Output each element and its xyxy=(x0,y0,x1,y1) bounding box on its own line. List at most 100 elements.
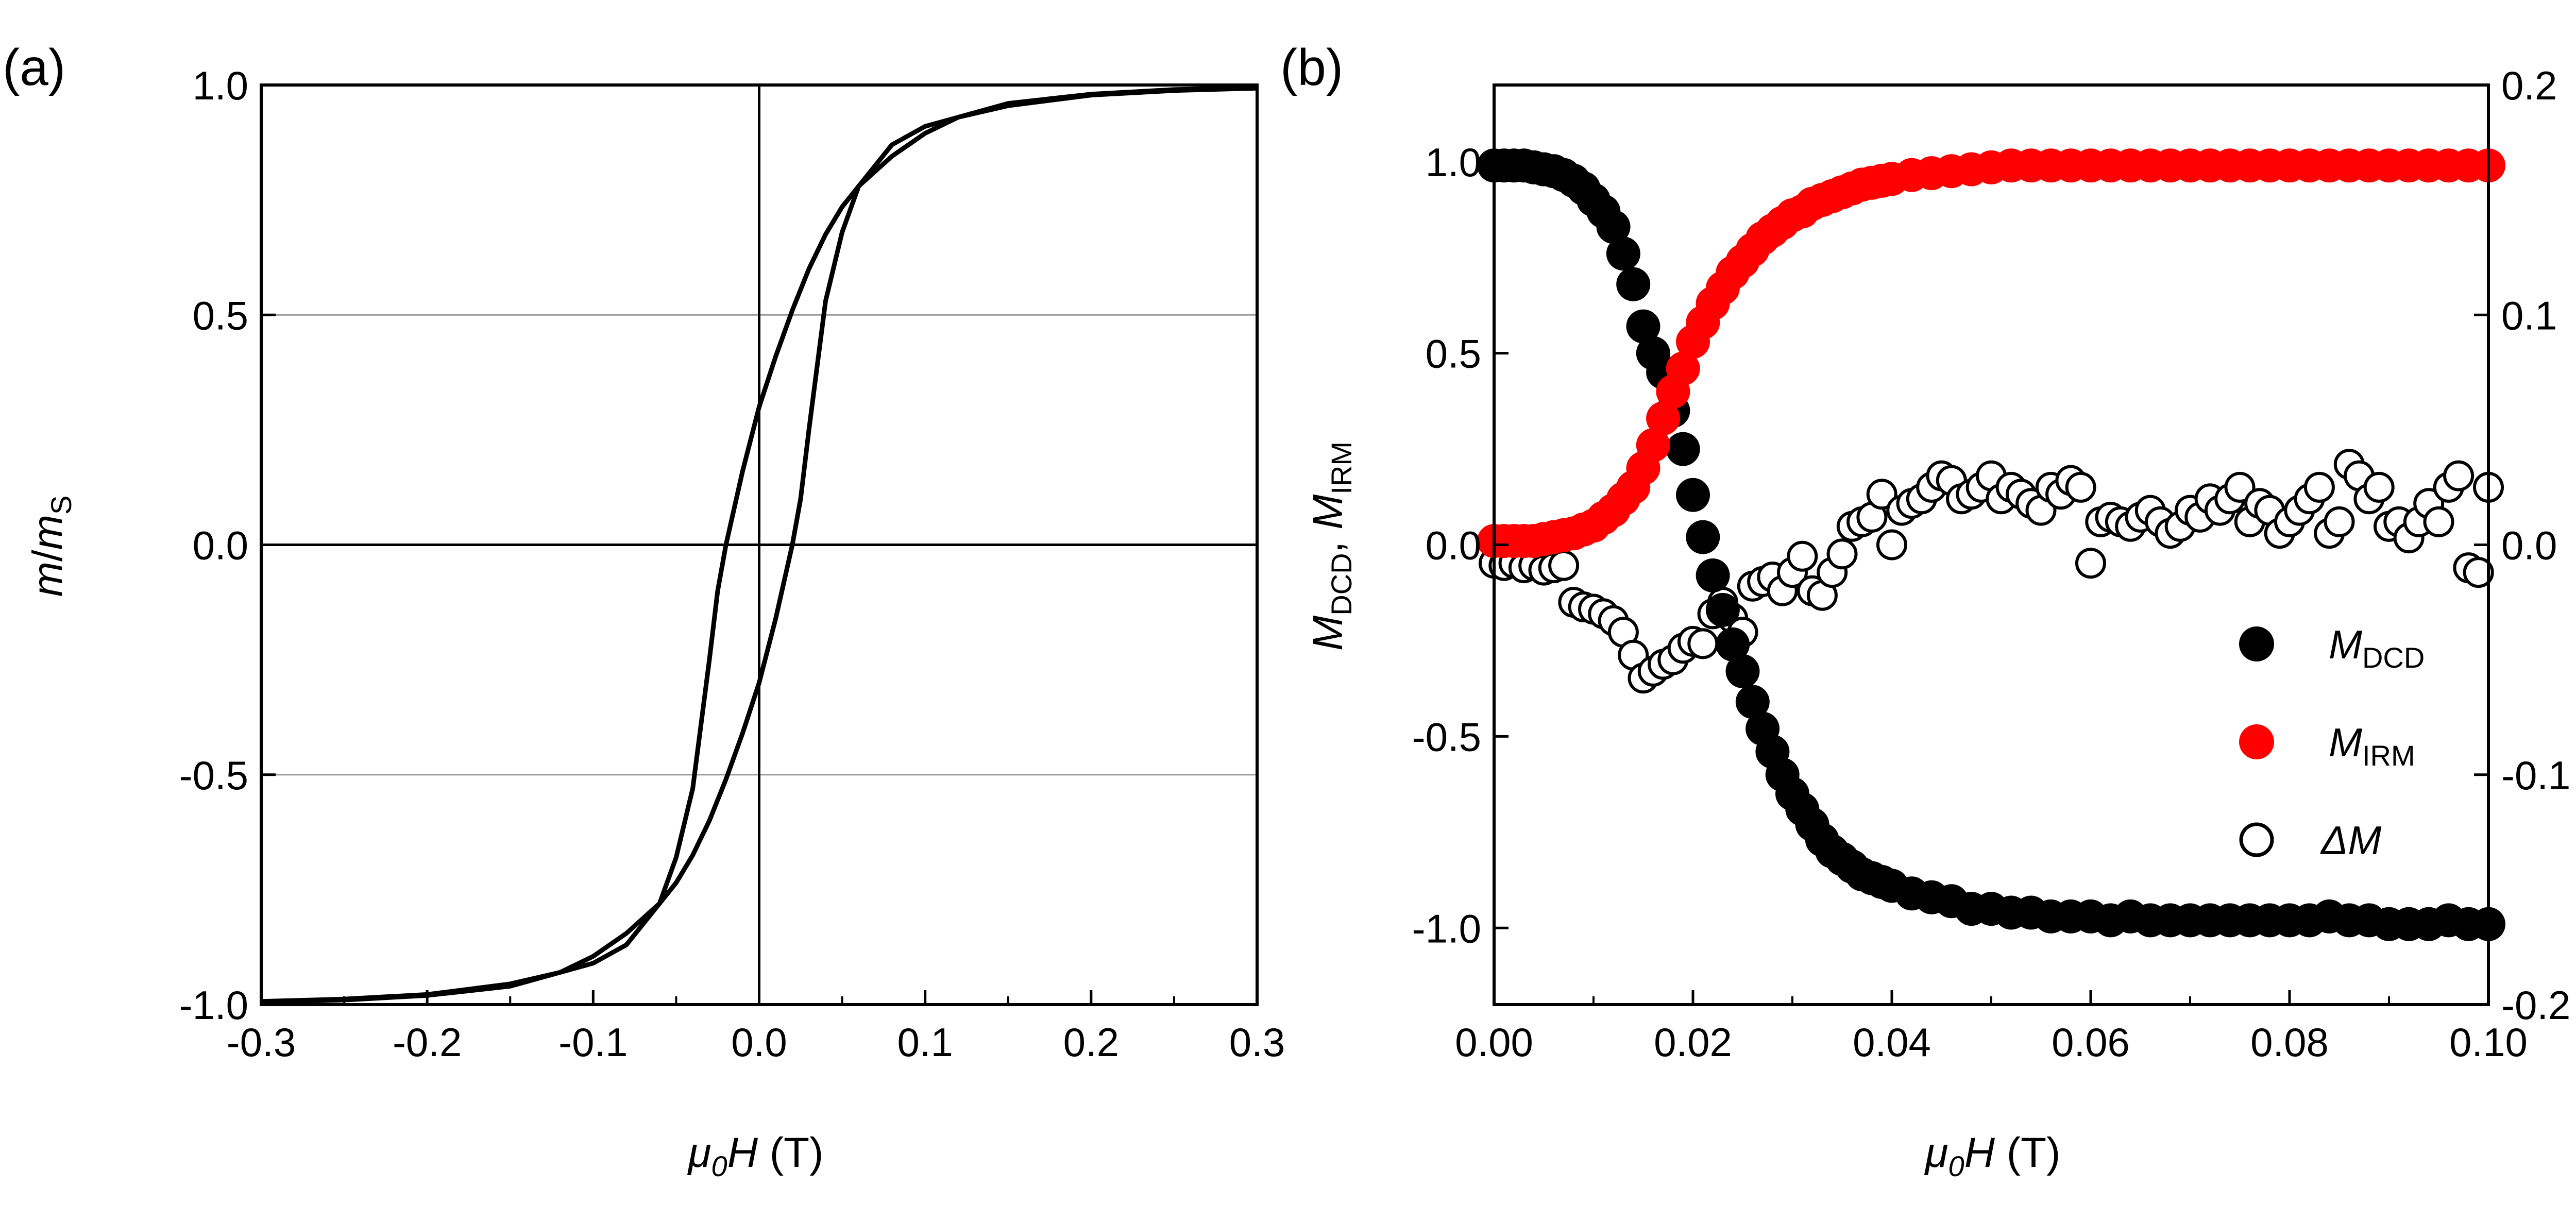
panel-a-curves xyxy=(261,85,1258,1005)
point-dM xyxy=(1787,540,1818,572)
panel-a-zero-lines xyxy=(261,85,1257,1005)
panel-b-x-ticks: 0.00 0.02 0.04 0.06 0.08 0.10 xyxy=(1455,990,2528,1065)
panel-b-series-dM xyxy=(1479,449,2504,694)
panel-b-x-tick-label-4: 0.08 xyxy=(2250,1020,2329,1065)
panel-a-y-sub: S xyxy=(45,496,77,515)
point-IRM xyxy=(1666,351,1700,386)
panel-b-x-tick-label-5: 0.10 xyxy=(2449,1020,2528,1065)
point-DCD xyxy=(1666,432,1700,466)
point-IRM xyxy=(1646,401,1681,436)
legend-label-irm: MIRM xyxy=(2329,720,2415,772)
panel-a-x-mu-sub: 0 xyxy=(711,1150,727,1182)
panel-b-y-m2-sub: IRM xyxy=(1325,442,1358,495)
panel-b-right-y-tick-label-3: 0.1 xyxy=(2501,293,2557,338)
point-dM xyxy=(2075,548,2106,579)
point-dM xyxy=(1826,538,1858,570)
point-dM xyxy=(1876,529,1907,561)
panel-b-x-axis-title: μ0H (T) xyxy=(1924,1129,2061,1182)
panel-b-right-y-tick-label-1: -0.1 xyxy=(2501,753,2570,798)
panel-a-label: (a) xyxy=(3,39,65,96)
panel-a-x-tick-label-4: 0.1 xyxy=(897,1020,953,1065)
point-dM xyxy=(2423,506,2454,537)
panel-a-hysteresis-branch-1 xyxy=(261,86,1258,1005)
panel-a-y-tick-label-0: -1.0 xyxy=(179,982,248,1028)
panel-b-right-y-tick-label-4: 0.2 xyxy=(2501,63,2557,108)
panel-b-right-y-tick-label-2: 0.0 xyxy=(2501,523,2557,568)
legend-label-dcd: MDCD xyxy=(2329,622,2425,674)
point-DCD xyxy=(1705,592,1740,627)
panel-a-x-axis-title: μ0H (T) xyxy=(687,1129,824,1182)
panel-b-y-m1: M xyxy=(1304,615,1351,651)
panel-b-left-y-tick-label-2: 0.0 xyxy=(1426,523,1481,568)
point-dM xyxy=(1687,628,1719,659)
legend-marker-dcd xyxy=(2239,626,2274,661)
panel-a-y-tick-label-4: 1.0 xyxy=(193,63,248,108)
panel-b-left-y-tick-label-0: -1.0 xyxy=(1412,906,1481,951)
panel-a-y-m2: m xyxy=(24,515,71,550)
panel-b-label: (b) xyxy=(1280,39,1343,96)
legend-marker-delta-m xyxy=(2239,822,2274,857)
panel-b-chart: (b) 0.00 0.02 0.04 0.06 0.08 0.10 -1.0-0.50.0… xyxy=(1280,39,2570,1182)
panel-b-left-y-tick-label-4: 1.0 xyxy=(1426,140,1481,185)
point-DCD xyxy=(1716,627,1750,661)
point-dM xyxy=(2463,557,2494,588)
panel-a-x-ticks: -0.3 -0.2 -0.1 0.0 0.1 0.2 0.3 xyxy=(227,990,1285,1065)
panel-b-legend: MDCD MIRM ΔM xyxy=(2239,622,2425,863)
panel-b-x-mu-sub: 0 xyxy=(1948,1150,1964,1182)
panel-a-x-tick-label-5: 0.2 xyxy=(1063,1020,1119,1065)
panel-a-x-var: H xyxy=(727,1129,758,1176)
panel-b-left-y-tick-label-1: -0.5 xyxy=(1412,714,1481,759)
panel-a-y-tick-label-1: -0.5 xyxy=(179,753,248,798)
panel-a-y-m: m xyxy=(24,562,71,597)
point-DCD xyxy=(1626,309,1660,344)
panel-a-x-tick-label-2: -0.1 xyxy=(558,1020,628,1065)
panel-b-left-y-axis-title: MDCD, MIRM xyxy=(1304,442,1358,651)
point-dM xyxy=(1548,550,1580,581)
panel-b-points xyxy=(1477,148,2505,941)
legend-marker-irm xyxy=(2239,724,2274,759)
panel-a-y-axis-title: m/mS xyxy=(24,496,77,597)
panel-a-y-ticks: -1.0 -0.5 0.0 0.5 1.0 xyxy=(179,63,276,1028)
panel-b-x-var: H xyxy=(1964,1129,1995,1176)
panel-b-y-m2: M xyxy=(1304,494,1351,530)
panel-b-x-tick-label-0: 0.00 xyxy=(1455,1020,1533,1065)
point-dM xyxy=(2324,506,2355,537)
panel-a-x-mu: μ xyxy=(687,1129,711,1176)
point-DCD xyxy=(1606,236,1640,271)
point-dM xyxy=(2224,471,2256,503)
panel-a-x-tick-label-0: -0.3 xyxy=(227,1020,296,1065)
point-dM xyxy=(2363,471,2395,503)
panel-b-series-IRM xyxy=(1477,148,2505,558)
point-DCD xyxy=(1596,210,1631,244)
point-DCD xyxy=(1696,558,1730,592)
point-dM xyxy=(2065,471,2096,503)
point-dM xyxy=(2443,460,2475,491)
panel-b-x-unit: (T) xyxy=(1995,1129,2060,1176)
panel-b-x-tick-label-1: 0.02 xyxy=(1654,1020,1732,1065)
panel-b-x-tick-label-2: 0.04 xyxy=(1853,1020,1931,1065)
panel-a-x-tick-label-3: 0.0 xyxy=(731,1020,787,1065)
panel-a-y-slash: / xyxy=(24,550,71,562)
point-IRM xyxy=(1636,428,1670,463)
panel-a-y-tick-label-3: 0.5 xyxy=(193,293,248,338)
panel-a-y-tick-label-2: 0.0 xyxy=(193,523,248,568)
point-dM xyxy=(2303,471,2335,503)
panel-b-x-tick-label-3: 0.06 xyxy=(2052,1020,2130,1065)
legend-label-delta-m: ΔM xyxy=(2320,818,2381,863)
point-DCD xyxy=(1676,478,1710,512)
point-DCD xyxy=(1725,654,1760,688)
panel-a-x-unit: (T) xyxy=(758,1129,823,1176)
panel-a-chart: (a) -0.3 -0.2 -0.1 0.0 0.1 0.2 0.3 -1.0 -0.5 0.0… xyxy=(3,39,1285,1182)
panel-b-right-y-ticks: -0.2 -0.1 0.0 0.1 0.2 xyxy=(2474,63,2570,1028)
panel-b-x-mu: μ xyxy=(1924,1129,1948,1176)
point-dM xyxy=(1866,479,1897,510)
panel-b-left-y-ticks: -1.0 -0.5 0.0 0.5 1.0 xyxy=(1412,140,1509,951)
panel-b-right-y-tick-label-0: -0.2 xyxy=(2501,982,2570,1028)
point-DCD xyxy=(1686,520,1720,554)
panel-b-y-sep: , xyxy=(1304,530,1351,553)
panel-b-y-m1-sub: DCD xyxy=(1325,553,1358,615)
panel-a-x-tick-label-1: -0.2 xyxy=(393,1020,462,1065)
panel-a-x-tick-label-6: 0.3 xyxy=(1229,1020,1285,1065)
panel-b-series-DCD xyxy=(1477,148,2505,941)
